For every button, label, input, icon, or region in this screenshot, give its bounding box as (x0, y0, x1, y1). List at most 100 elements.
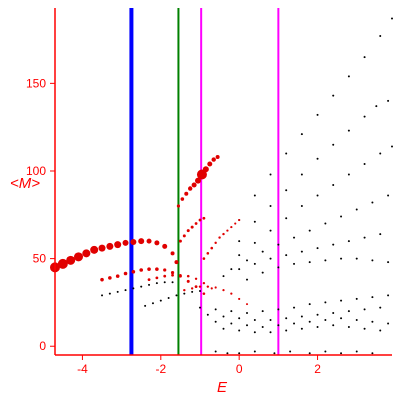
black-data-point (355, 318, 358, 321)
black-data-point (363, 327, 366, 330)
red-data-point (98, 244, 106, 252)
red-data-point (202, 166, 209, 173)
black-data-point (379, 152, 382, 155)
black-data-point (222, 315, 225, 318)
black-data-point (340, 299, 343, 302)
red-data-point (230, 292, 233, 295)
black-data-point (316, 157, 319, 160)
red-data-point (100, 277, 104, 282)
red-points-layer (50, 154, 249, 306)
black-data-point (324, 222, 327, 225)
red-data-point (178, 239, 182, 243)
black-data-point (167, 297, 170, 300)
black-data-point (340, 215, 343, 218)
red-data-point (210, 287, 213, 290)
red-data-point (66, 255, 76, 265)
x-tick-label: 2 (314, 362, 321, 376)
black-data-point (293, 322, 296, 325)
black-data-point (316, 113, 319, 116)
y-tick-label: 0 (39, 339, 46, 353)
black-data-point (285, 254, 288, 257)
red-data-point (190, 225, 194, 229)
black-data-point (371, 320, 374, 323)
red-data-point (202, 216, 206, 220)
red-data-point (238, 218, 241, 222)
red-data-point (191, 182, 197, 188)
black-data-point (300, 250, 303, 253)
red-data-point (108, 276, 112, 280)
red-data-point (74, 252, 84, 262)
black-data-point (300, 315, 303, 318)
red-data-point (155, 267, 159, 271)
red-data-point (194, 285, 198, 289)
red-data-point (246, 303, 249, 306)
black-data-point (261, 271, 264, 274)
red-data-point (130, 238, 137, 245)
black-data-point (238, 352, 241, 355)
red-data-point (162, 243, 168, 249)
y-ticks-layer: 0 50 100 150 (26, 76, 55, 353)
red-data-point (170, 271, 175, 275)
black-data-point (269, 173, 272, 176)
black-data-point (340, 352, 343, 355)
y-tick-label: 150 (26, 76, 46, 90)
black-data-point (238, 240, 241, 243)
black-data-point (206, 313, 209, 316)
red-data-point (184, 191, 189, 196)
red-data-point (194, 222, 198, 225)
red-data-point (163, 274, 167, 278)
black-data-point (214, 308, 217, 311)
red-data-point (146, 238, 152, 244)
black-data-point (269, 331, 272, 334)
black-data-point (387, 99, 390, 102)
black-data-point (285, 329, 288, 332)
black-data-point (230, 310, 233, 313)
red-data-point (190, 287, 194, 290)
black-data-point (340, 257, 343, 260)
black-data-point (238, 317, 241, 320)
red-data-point (206, 285, 210, 288)
black-data-point (300, 133, 303, 136)
black-data-point (347, 129, 350, 132)
red-data-point (194, 277, 198, 280)
black-data-point (253, 350, 256, 353)
black-data-point (363, 162, 366, 165)
black-data-point (363, 56, 366, 59)
black-data-point (332, 94, 335, 97)
red-data-point (202, 292, 206, 295)
black-data-point (163, 281, 166, 284)
black-data-point (371, 259, 374, 262)
y-tick-label: 50 (33, 252, 47, 266)
red-data-point (82, 249, 91, 258)
black-data-point (387, 294, 390, 297)
red-data-point (171, 273, 174, 277)
red-data-point (139, 268, 144, 272)
black-data-point (214, 320, 217, 323)
black-data-point (277, 266, 280, 269)
red-data-point (154, 240, 160, 246)
black-data-point (293, 306, 296, 309)
black-data-point (198, 290, 201, 293)
black-data-point (332, 143, 335, 146)
red-data-point (196, 169, 207, 180)
black-data-point (144, 304, 147, 307)
black-data-point (269, 229, 272, 232)
black-data-point (285, 217, 288, 220)
black-data-point (347, 240, 350, 243)
black-data-point (175, 294, 178, 297)
x-tick-label: -2 (155, 362, 166, 376)
black-data-point (285, 317, 288, 320)
red-data-point (131, 269, 136, 274)
black-data-point (253, 241, 256, 244)
red-data-point (114, 241, 122, 249)
black-data-point (285, 152, 288, 155)
black-data-point (391, 145, 393, 148)
black-data-point (289, 350, 292, 353)
red-data-point (163, 268, 167, 272)
black-data-point (375, 105, 378, 108)
red-data-point (122, 239, 129, 246)
red-data-point (182, 234, 186, 238)
black-data-point (316, 194, 319, 197)
red-data-point (186, 229, 190, 233)
black-data-point (332, 311, 335, 314)
